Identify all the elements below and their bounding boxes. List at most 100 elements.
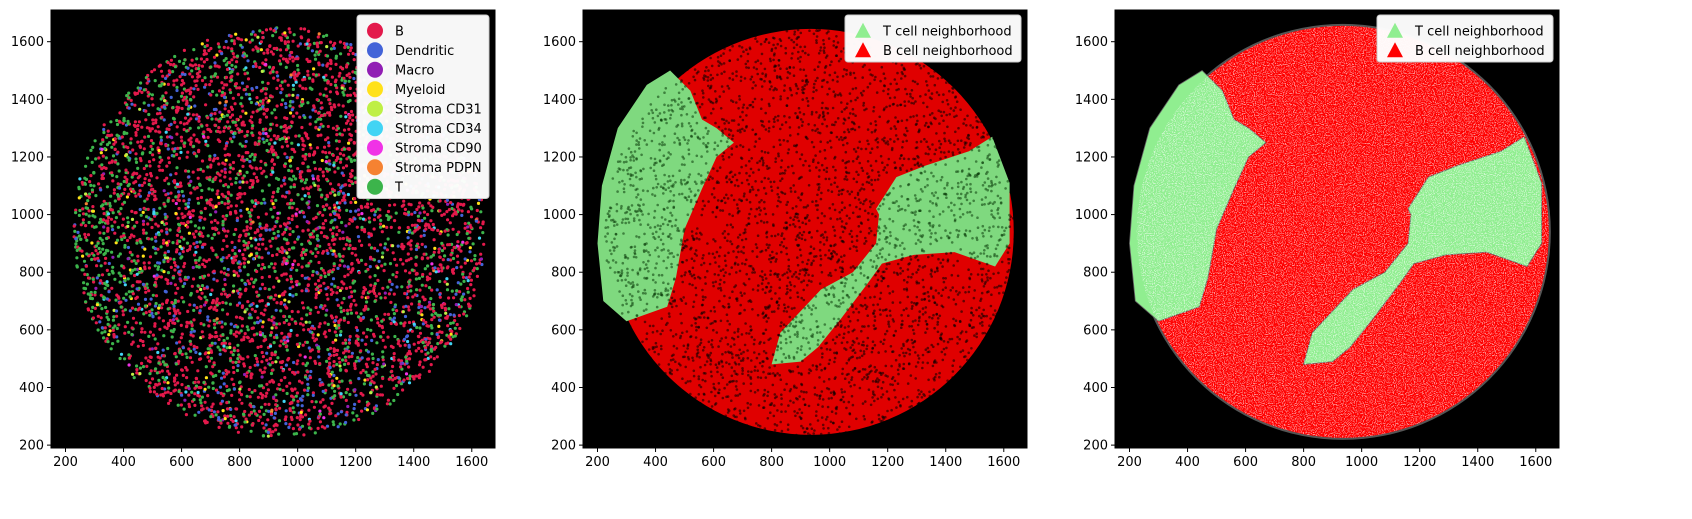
cell-point-b [475,274,479,278]
cell-point-dendritic [480,262,484,267]
cell-point-dendritic [368,265,372,269]
cell-point-t [383,242,387,246]
cell-point-b [183,261,187,266]
cell-point-t [98,250,102,254]
cell-point-stroma-cd34 [119,352,124,356]
cell-point-t [305,264,309,268]
cell-point-b [182,122,186,126]
cell-point-t [80,268,84,272]
cell-point-b [195,289,199,293]
cell-point-b [279,378,283,382]
cell-point-t [123,308,127,312]
cell-point-b [339,318,343,322]
cell-point-dendritic [404,304,408,308]
cell-point-t [269,371,274,376]
cell-point-b [230,182,234,186]
cell-point-b [184,206,188,210]
cell-point-t [381,350,385,354]
cell-point-t [379,225,383,229]
cell-point-dendritic [128,150,132,154]
cell-point-b [241,176,245,180]
cell-point-b [417,205,421,209]
cell-point-b [195,138,199,142]
cell-point-t [123,357,127,361]
cell-point-dendritic [375,249,380,253]
cell-point-b [173,351,177,356]
cell-point-t [380,319,384,323]
cell-point-b [298,172,302,176]
cell-point-b [266,418,270,422]
cell-point-t [258,29,262,33]
cell-point-dendritic [169,122,173,126]
cell-point-macro [315,343,319,347]
cell-point-b [311,235,315,239]
cell-point-dendritic [297,235,301,239]
cell-point-b [377,292,381,296]
cell-point-b [236,127,240,131]
cell-point-t [162,260,166,264]
cell-point-t [134,160,139,164]
cell-point-b [202,258,206,262]
cell-point-t [199,167,203,171]
cell-point-b [217,201,221,205]
cell-point-b [253,153,257,157]
cell-point-b [255,269,259,274]
cell-point-stroma-cd34 [78,177,82,181]
cell-point-b [357,213,361,217]
cell-point-t [185,241,190,245]
cell-point-t [415,325,419,330]
cell-point-b [342,247,346,251]
cell-point-b [273,224,277,229]
cell-point-myeloid [468,246,472,250]
cell-point-b [468,272,472,276]
cell-point-stroma-cd31 [445,282,449,286]
cell-point-t [301,256,305,260]
cell-point-stroma-cd31 [285,251,289,255]
cell-point-t [308,232,313,237]
cell-point-b [291,55,295,59]
cell-point-t [197,265,201,269]
cell-point-b [231,52,235,56]
cell-point-b [80,249,84,253]
cell-point-t [222,59,226,63]
cell-point-t [407,210,411,214]
cell-point-b [407,357,412,361]
cell-point-b [84,224,88,228]
cell-point-t [371,370,375,374]
cell-point-b [378,324,382,328]
cell-point-b [419,309,423,313]
cell-point-t [120,237,124,242]
cell-point-b [180,79,184,83]
cell-point-dendritic [464,276,469,280]
cell-point-b [118,120,122,124]
cell-point-stroma-cd34 [175,182,180,186]
cell-point-b [308,311,312,316]
cell-point-b [283,176,287,180]
cell-point-b [154,294,159,298]
cell-point-macro [454,303,458,307]
cell-point-b [91,205,95,209]
cell-point-b [166,390,170,394]
cell-point-t [138,366,142,370]
cell-point-b [378,222,383,226]
cell-point-b [215,308,219,312]
cell-point-dendritic [107,261,111,266]
cell-point-b [256,316,260,320]
cell-point-b [346,119,350,123]
cell-point-b [357,271,361,275]
cell-point-b [354,303,358,307]
cell-point-b [189,191,193,195]
cell-point-t [245,220,249,224]
cell-point-t [120,264,124,268]
cell-point-b [366,295,370,299]
cell-point-t [147,334,151,338]
cell-point-b [250,423,255,427]
cell-point-b [226,229,230,233]
cell-point-stroma-cd31 [246,260,251,264]
cell-point-b [466,286,470,291]
cell-point-stroma-cd34 [266,302,270,306]
cell-point-t [323,274,327,279]
cell-point-b [337,74,341,78]
cell-point-b [211,402,215,406]
cell-point-stroma-cd90 [322,416,326,420]
